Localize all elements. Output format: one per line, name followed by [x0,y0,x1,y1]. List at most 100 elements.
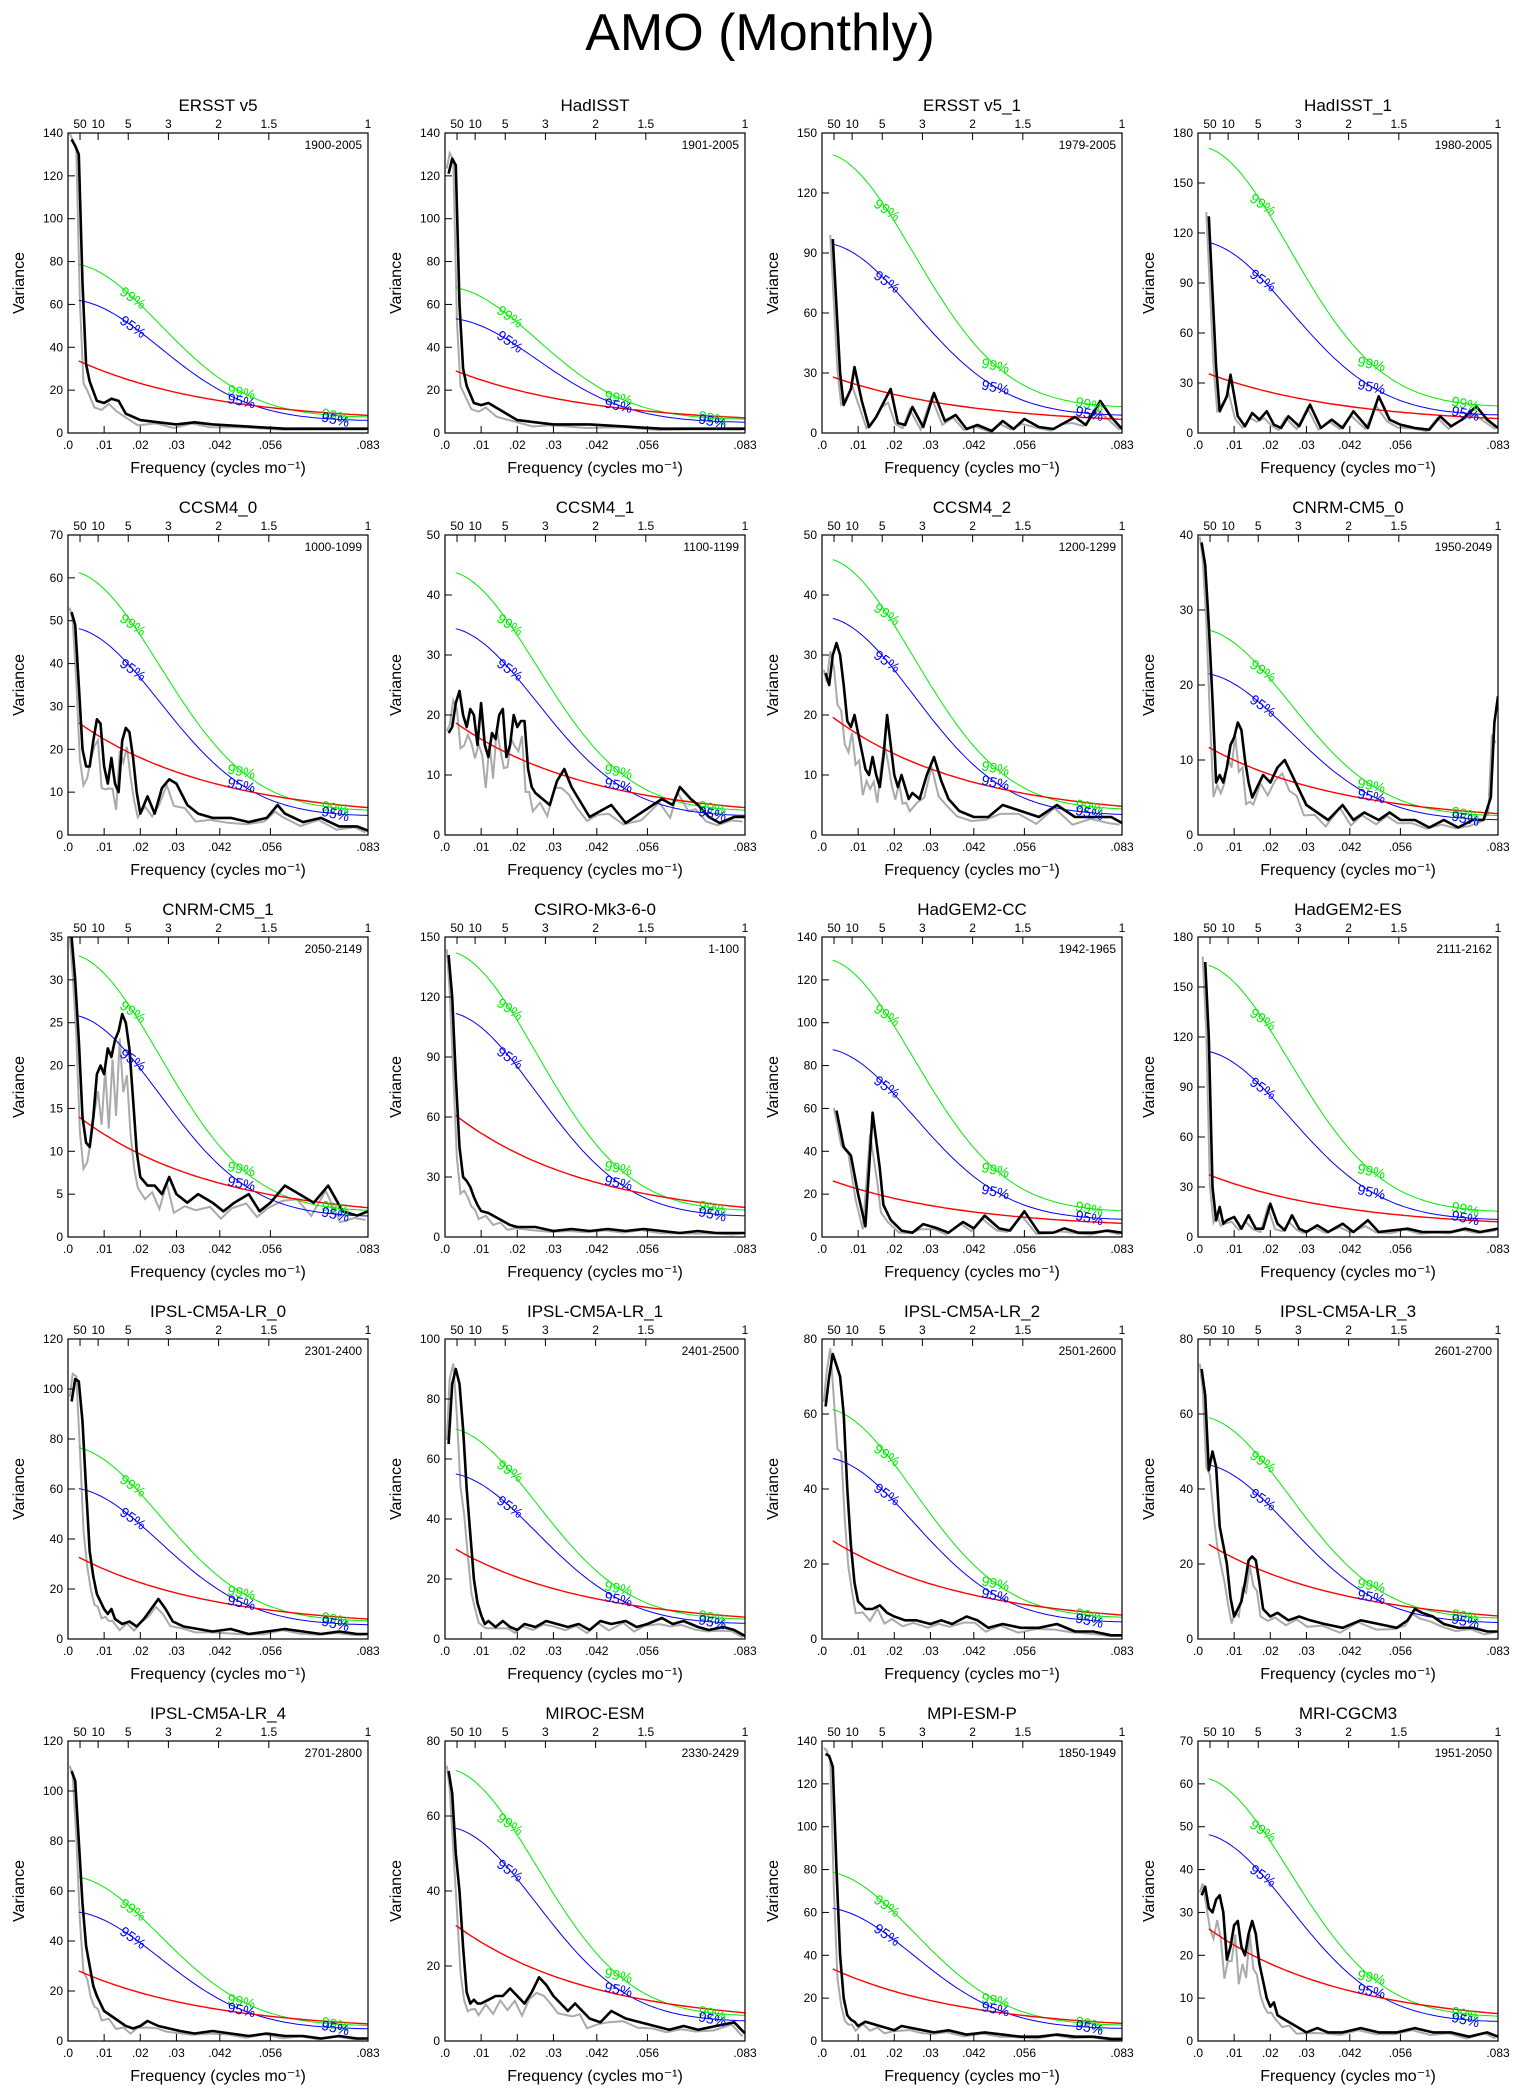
curves [1198,1778,1498,2040]
conf-95-label: 95% [980,1181,1011,1202]
period-tick-label: 2 [1345,1725,1352,1739]
period-tick-label: 10 [845,519,859,533]
conf-99-label: 99% [1247,656,1279,685]
conf-95-label: 95% [697,410,728,431]
conf-99-label: 99% [1450,803,1481,824]
plot-frame [821,534,1123,836]
period-tick-label: 2 [592,1725,599,1739]
conf-99-label: 99% [1074,2013,1105,2034]
panel-years: 1-100 [708,942,739,956]
y-tick-label: 0 [433,426,440,440]
period-tick-label: 10 [845,1323,859,1337]
period-tick-label: 5 [125,117,132,131]
x-tick-label: .01 [473,438,490,452]
spectrum-line [447,689,745,825]
conf-99-label: 99% [1450,393,1481,414]
period-tick-label: 3 [1295,117,1302,131]
curves [823,1747,1122,2041]
period-tick-label: 5 [502,117,509,131]
conf-95-label: 95% [697,803,728,824]
y-tick-label: 80 [804,1863,818,1877]
y-tick-label: 120 [420,169,440,183]
y-tick-label: 120 [43,169,63,183]
x-tick-label: .01 [473,2046,490,2060]
period-tick-label: 5 [125,1323,132,1337]
period-tick-label: 50 [827,1725,841,1739]
conf-95-label: 95% [1356,785,1387,806]
y-tick-label: 60 [1180,1130,1194,1144]
period-tick-label: 3 [919,1725,926,1739]
y-tick-label: 80 [50,1834,64,1848]
spectrum-line [835,1110,1122,1234]
curves [68,937,368,1224]
period-tick-label: 1.5 [637,519,654,533]
x-axis-label: Frequency (cycles mo⁻¹) [1260,1666,1436,1683]
period-tick-label: 5 [1255,1725,1262,1739]
x-tick-label: .03 [1298,1644,1315,1658]
conf-99-label: 99% [697,407,728,428]
y-tick-label: 80 [804,1059,818,1073]
panel-title: MRI-CGCM3 [1299,1704,1397,1723]
curves [1198,536,1498,830]
x-tick-label: .042 [1338,840,1362,854]
conf-99-label: 99% [226,1158,257,1179]
conf-95-label: 95% [697,1611,728,1632]
period-tick-label: 1.5 [637,117,654,131]
y-tick-label: 60 [804,1407,818,1421]
x-tick-label: .03 [922,1242,939,1256]
x-tick-label: .03 [168,438,185,452]
period-tick-label: 2 [969,1323,976,1337]
conf-95-label: 95% [1247,1861,1279,1890]
x-tick-label: .042 [585,840,609,854]
reference-spectrum-line [445,696,743,827]
period-tick-label: 1 [742,921,749,935]
y-tick-label: 150 [1173,980,1193,994]
y-tick-label: 40 [804,1482,818,1496]
y-axis-label: Variance [765,1056,782,1118]
x-tick-label: .083 [356,438,380,452]
period-tick-label: 1 [365,1725,372,1739]
y-tick-label: 10 [804,768,818,782]
conf-99-label: 99% [1074,796,1105,817]
y-axis-label: Variance [1141,1860,1158,1922]
spectrum-line [1207,216,1498,431]
y-axis-label: Variance [388,1458,405,1520]
red-noise-line [1208,746,1498,815]
x-tick-label: .056 [1013,1242,1037,1256]
period-tick-label: 2 [215,1323,222,1337]
conf-95-label: 95% [1356,1181,1387,1202]
period-tick-label: 1 [1495,1725,1502,1739]
curves [445,1765,745,2038]
period-tick-label: 1 [742,519,749,533]
y-tick-label: 40 [1180,528,1194,542]
conf-99-label: 99% [871,195,903,224]
period-tick-label: 10 [1221,117,1235,131]
conf-95-line [832,1458,1122,1623]
y-tick-label: 40 [427,340,441,354]
y-tick-label: 120 [797,973,817,987]
panel-title: HadISST_1 [1304,96,1392,115]
x-tick-label: .083 [733,438,757,452]
conf-95-label: 95% [320,1613,351,1634]
conf-99-label: 99% [697,1607,728,1628]
panel-ccsm4-0: 99%99%99%95%95%95%.0.01.02.03.042.056.08… [11,498,380,879]
plot-frame [821,936,1123,1238]
y-tick-label: 80 [804,1332,818,1346]
panel-years: 2701-2800 [305,1746,363,1760]
panel-title: CCSM4_1 [556,498,634,517]
reference-spectrum-line [68,937,366,1224]
period-tick-label: 10 [91,1323,105,1337]
x-tick-label: .083 [1110,1242,1134,1256]
conf-99-label: 99% [603,1965,634,1986]
conf-99-label: 99% [1450,2003,1481,2024]
period-tick-label: 50 [1203,921,1217,935]
conf-99-label: 99% [226,761,257,782]
figure-title: AMO (Monthly) [585,4,935,62]
x-tick-label: .042 [208,840,232,854]
y-tick-label: 100 [420,212,440,226]
y-tick-label: 40 [804,588,818,602]
y-tick-label: 120 [797,186,817,200]
conf-95-line [455,628,745,816]
x-axis-label: Frequency (cycles mo⁻¹) [507,1264,683,1281]
y-tick-label: 0 [810,2034,817,2048]
